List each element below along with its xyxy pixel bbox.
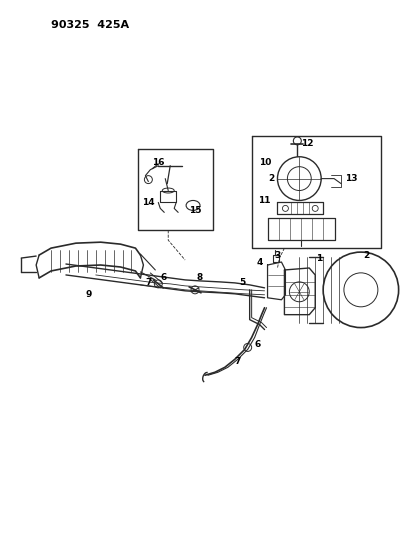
Text: 7: 7 bbox=[235, 357, 241, 366]
Text: 16: 16 bbox=[152, 158, 164, 167]
Text: 13: 13 bbox=[345, 174, 357, 183]
Text: 14: 14 bbox=[142, 198, 155, 207]
Text: 8: 8 bbox=[197, 273, 203, 282]
Text: 12: 12 bbox=[301, 139, 314, 148]
Text: 4: 4 bbox=[256, 257, 263, 266]
Text: 2: 2 bbox=[268, 174, 274, 183]
Text: 90325  425A: 90325 425A bbox=[51, 20, 129, 30]
Text: 6: 6 bbox=[160, 273, 166, 282]
Text: 5: 5 bbox=[240, 278, 246, 287]
Text: 3: 3 bbox=[274, 251, 280, 260]
Text: 1: 1 bbox=[316, 254, 322, 263]
Text: 10: 10 bbox=[260, 158, 272, 167]
Text: 9: 9 bbox=[85, 290, 92, 300]
Text: 2: 2 bbox=[364, 251, 370, 260]
Text: 7: 7 bbox=[145, 278, 152, 287]
Text: 15: 15 bbox=[189, 206, 201, 215]
Text: 11: 11 bbox=[258, 196, 271, 205]
Text: 6: 6 bbox=[254, 340, 261, 349]
